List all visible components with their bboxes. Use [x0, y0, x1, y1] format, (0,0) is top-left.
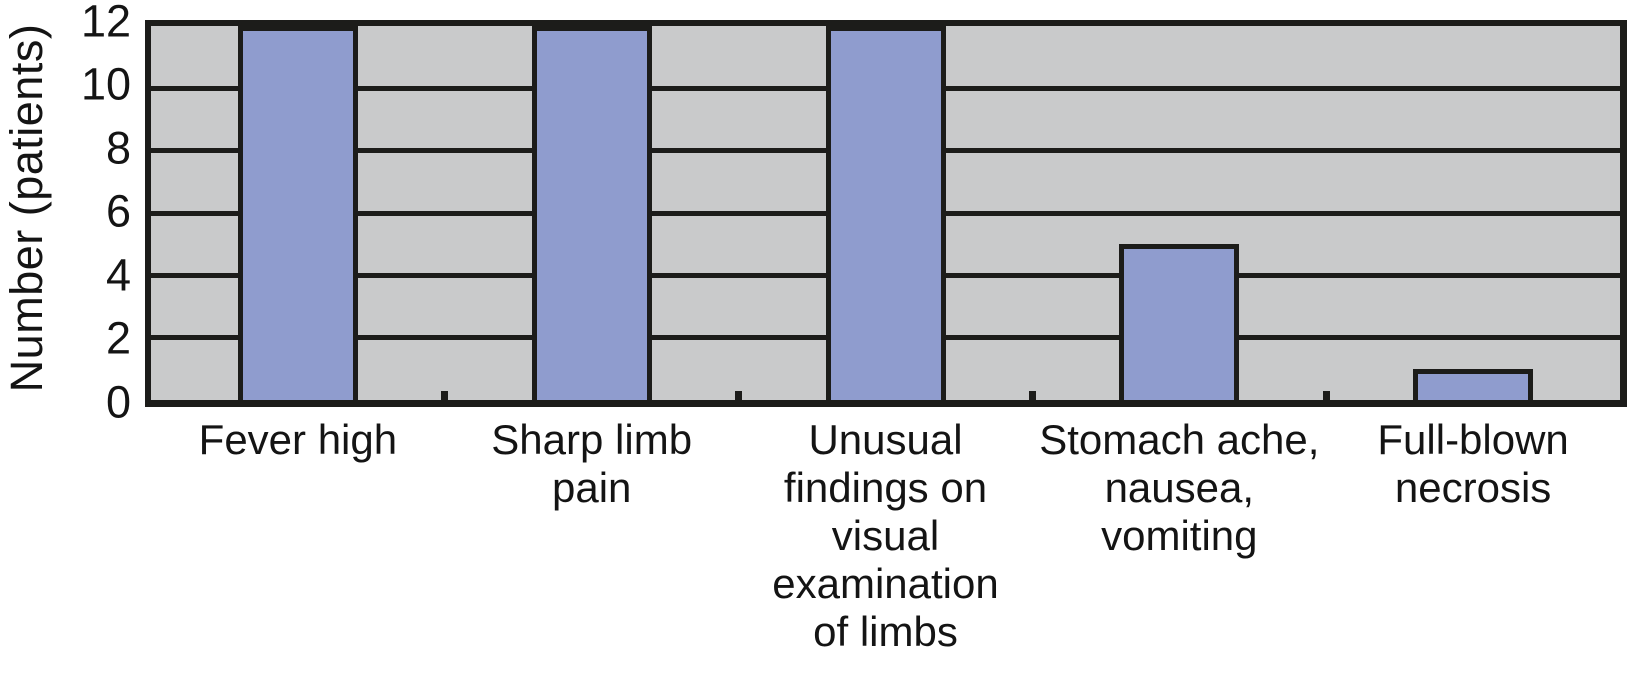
- x-category-label-5: Full-blown necrosis: [1377, 416, 1569, 511]
- bar-3: [825, 26, 946, 400]
- y-tick-label: 2: [105, 312, 131, 364]
- bar-5: [1413, 368, 1534, 400]
- x-axis-tick: [1322, 391, 1330, 400]
- bar-4: [1119, 244, 1240, 400]
- x-category-label-3: Unusual findings on visual examination o…: [772, 416, 999, 655]
- bar-2: [531, 26, 652, 400]
- x-axis-category-labels: Fever high Sharp limb pain Unusual finding…: [151, 416, 1620, 675]
- y-tick-label: 10: [80, 58, 131, 110]
- plot-inner: [151, 26, 1620, 400]
- x-category-label-2: Sharp limb pain: [491, 416, 693, 511]
- x-axis-tick: [441, 391, 449, 400]
- x-axis-tick: [735, 391, 743, 400]
- y-tick-label: 6: [105, 185, 131, 237]
- y-tick-label: 4: [105, 249, 131, 301]
- x-category-label-4: Stomach ache, nausea, vomiting: [1039, 416, 1320, 559]
- bar-1: [237, 26, 358, 400]
- plot-area: [145, 20, 1627, 407]
- y-tick-label: 8: [105, 122, 131, 174]
- x-axis-tick: [1028, 391, 1036, 400]
- x-category-label-1: Fever high: [198, 416, 398, 463]
- y-axis-title: Number (patients): [1, 23, 52, 393]
- y-tick-label: 0: [105, 375, 131, 427]
- y-tick-label: 12: [80, 0, 131, 47]
